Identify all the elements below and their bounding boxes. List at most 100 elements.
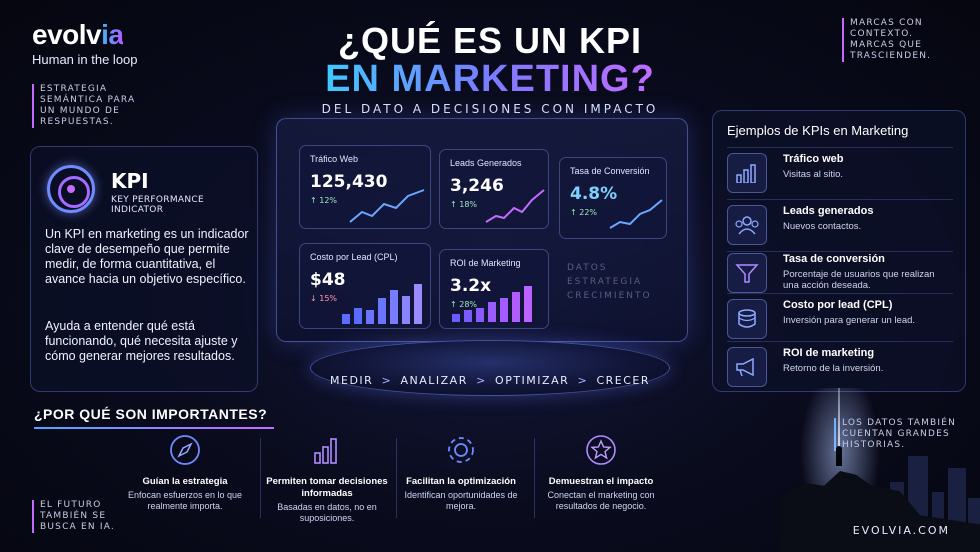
funnel-icon bbox=[727, 253, 767, 293]
example-item: Leads generados Nuevos contactos. bbox=[727, 203, 955, 251]
examples-title: Ejemplos de KPIs en Marketing bbox=[727, 123, 909, 138]
reason-desc: Identifican oportunidades de mejora. bbox=[404, 490, 518, 511]
tile-label: Costo por Lead (CPL) bbox=[310, 252, 398, 262]
brand-logo: evolvia bbox=[32, 19, 124, 50]
kpi-purpose: Ayuda a entender qué está funcionando, q… bbox=[45, 319, 238, 363]
tile-delta: ↑ 28% bbox=[450, 300, 478, 309]
kpi-name: KPI bbox=[111, 169, 149, 193]
tile-label: ROI de Marketing bbox=[450, 258, 521, 268]
note-top-left: ESTRATEGIA SEMÁNTICA PARA UN MUNDO DE RE… bbox=[32, 84, 140, 128]
city-scene bbox=[780, 388, 980, 552]
reason-desc: Enfocan esfuerzos en lo que realmente im… bbox=[127, 490, 243, 511]
example-desc: Visitas al sitio. bbox=[783, 169, 844, 180]
example-item: Tráfico web Visitas al sitio. bbox=[727, 151, 955, 199]
example-name: Tráfico web bbox=[783, 153, 844, 165]
divider bbox=[727, 341, 953, 342]
watermark-text: DATOS ESTRATEGIA CRECIMIENTO bbox=[567, 263, 652, 301]
tile-leads: Leads Generados 3,246 ↑ 18% bbox=[439, 149, 549, 229]
website-link[interactable]: EVOLVIA.COM bbox=[852, 524, 950, 537]
tile-delta: ↑ 12% bbox=[310, 196, 338, 205]
tile-value: $48 bbox=[310, 270, 346, 290]
megaphone-icon bbox=[727, 347, 767, 387]
trend-line bbox=[349, 189, 425, 223]
example-desc: Retorno de la inversión. bbox=[783, 363, 884, 374]
example-item: Costo por lead (CPL) Inversión para gene… bbox=[727, 297, 955, 345]
tile-roi: ROI de Marketing 3.2x ↑ 28% bbox=[439, 249, 549, 329]
divider bbox=[534, 438, 535, 518]
note-top-right: MARCAS CON CONTEXTO. MARCAS QUE TRASCIEN… bbox=[842, 18, 954, 62]
why-title: ¿POR QUÉ SON IMPORTANTES? bbox=[34, 406, 268, 422]
trend-line bbox=[485, 189, 545, 223]
light-beam bbox=[838, 388, 840, 448]
step-measure: MEDIR bbox=[330, 374, 374, 387]
users-icon bbox=[727, 205, 767, 245]
example-name: Leads generados bbox=[783, 205, 874, 217]
tile-value: 3,246 bbox=[450, 176, 504, 196]
example-name: Tasa de conversión bbox=[783, 253, 885, 265]
step-grow: CRECER bbox=[596, 374, 650, 387]
title-line-1: ¿QUÉ ES UN KPI bbox=[337, 20, 643, 61]
tile-delta: ↑ 18% bbox=[450, 200, 478, 209]
example-name: Costo por lead (CPL) bbox=[783, 299, 893, 311]
bar-chart-icon bbox=[727, 153, 767, 193]
bar-chart-icon bbox=[309, 432, 345, 468]
step-optimize: OPTIMIZAR bbox=[495, 374, 570, 387]
tile-label: Tasa de Conversión bbox=[570, 166, 650, 176]
tile-traffic: Tráfico Web 125,430 ↑ 12% bbox=[299, 145, 431, 229]
subtitle: DEL DATO A DECISIONES CON IMPACTO bbox=[321, 102, 659, 116]
tile-value: 125,430 bbox=[310, 172, 388, 192]
divider bbox=[396, 438, 397, 518]
reason-desc: Basadas en datos, no en suposiciones. bbox=[277, 502, 377, 523]
reason-item: Permiten tomar decisiones informadas Bas… bbox=[262, 432, 392, 524]
tile-value: 4.8% bbox=[570, 184, 618, 204]
reason-item: Facilitan la optimización Identifican op… bbox=[396, 432, 526, 512]
tile-label: Leads Generados bbox=[450, 158, 522, 168]
note-bottom-left: EL FUTURO TAMBIÉN SE BUSCA EN IA. bbox=[32, 500, 142, 533]
chevron-right-icon: > bbox=[577, 374, 589, 387]
kpi-full-name: KEY PERFORMANCE INDICATOR bbox=[111, 195, 204, 215]
title-line-2: EN MARKETING? bbox=[325, 58, 655, 100]
examples-card: Ejemplos de KPIs en Marketing Tráfico we… bbox=[712, 110, 966, 392]
reason-name: Demuestran el impacto bbox=[548, 476, 654, 487]
divider bbox=[727, 199, 953, 200]
person-silhouette bbox=[836, 446, 842, 466]
reason-item: Demuestran el impacto Conectan el market… bbox=[536, 432, 666, 512]
example-name: ROI de marketing bbox=[783, 347, 875, 359]
kpi-definition: Un KPI en marketing es un indicador clav… bbox=[45, 227, 249, 286]
gear-icon bbox=[443, 432, 479, 468]
tile-delta: ↓ 15% bbox=[310, 294, 338, 303]
divider bbox=[727, 147, 953, 148]
reason-name: Facilitan la optimización bbox=[406, 476, 516, 487]
tile-value: 3.2x bbox=[450, 276, 492, 296]
reason-name: Permiten tomar decisiones informadas bbox=[266, 476, 388, 499]
kpi-definition-card: KPI KEY PERFORMANCE INDICATOR Un KPI en … bbox=[30, 146, 258, 392]
step-analyze: ANALIZAR bbox=[400, 374, 468, 387]
kpi-dashboard: Tráfico Web 125,430 ↑ 12% Leads Generado… bbox=[276, 118, 688, 342]
why-underline bbox=[34, 427, 274, 429]
divider bbox=[260, 438, 261, 518]
reason-desc: Conectan el marketing con resultados de … bbox=[547, 490, 655, 511]
target-icon bbox=[47, 165, 95, 213]
reason-item: Guían la estrategia Enfocan esfuerzos en… bbox=[120, 432, 250, 512]
chevron-right-icon: > bbox=[381, 374, 393, 387]
trend-line bbox=[609, 199, 663, 229]
example-item: Tasa de conversión Porcentaje de usuario… bbox=[727, 245, 955, 293]
example-desc: Inversión para generar un lead. bbox=[783, 315, 916, 326]
example-item: ROI de marketing Retorno de la inversión… bbox=[727, 345, 955, 393]
bar-series bbox=[342, 284, 422, 324]
example-desc: Porcentaje de usuarios que realizan una … bbox=[783, 269, 935, 291]
compass-icon bbox=[167, 432, 203, 468]
tile-conversion: Tasa de Conversión 4.8% ↑ 22% bbox=[559, 157, 667, 239]
reason-name: Guían la estrategia bbox=[142, 476, 228, 487]
tile-cpl: Costo por Lead (CPL) $48 ↓ 15% bbox=[299, 243, 431, 329]
tile-label: Tráfico Web bbox=[310, 154, 359, 164]
process-steps: MEDIR > ANALIZAR > OPTIMIZAR > CRECER bbox=[330, 374, 650, 387]
bar-series bbox=[452, 286, 532, 322]
divider bbox=[727, 251, 953, 252]
tile-delta: ↑ 22% bbox=[570, 208, 598, 217]
brand: evolvia Human in the loop bbox=[32, 19, 138, 68]
brand-tagline: Human in the loop bbox=[32, 52, 138, 67]
example-desc: Nuevos contactos. bbox=[783, 221, 862, 232]
chevron-right-icon: > bbox=[476, 374, 487, 387]
pedestal bbox=[310, 340, 670, 396]
